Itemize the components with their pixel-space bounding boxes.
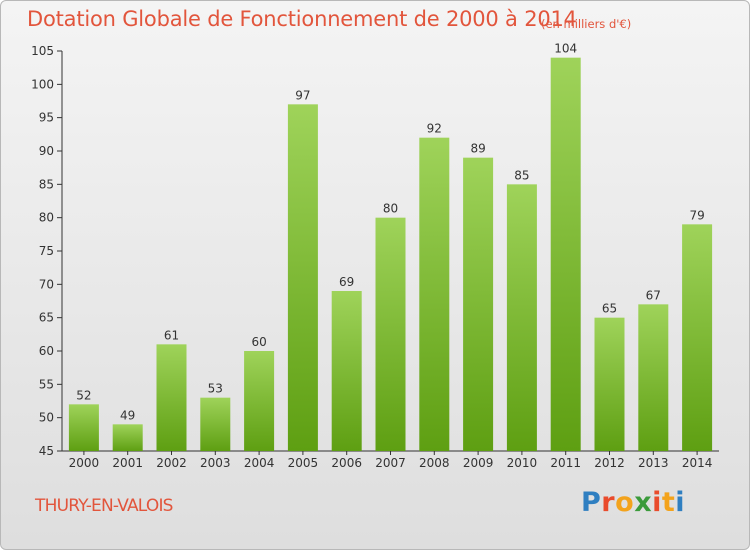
x-tick-label-2001: 2001 xyxy=(112,456,143,470)
x-tick-label-2004: 2004 xyxy=(244,456,275,470)
y-tick-label: 70 xyxy=(39,277,54,291)
x-tick-label-2012: 2012 xyxy=(594,456,625,470)
value-label-2011: 104 xyxy=(554,42,577,56)
x-tick-label-2007: 2007 xyxy=(375,456,406,470)
y-tick-label: 50 xyxy=(39,411,54,425)
logo-letter: o xyxy=(615,487,635,518)
value-label-2010: 85 xyxy=(514,168,529,182)
y-tick-label: 105 xyxy=(31,44,54,58)
x-tick-label-2009: 2009 xyxy=(463,456,494,470)
logo-letter: i xyxy=(675,487,686,518)
chart-subtitle: (en milliers d'€) xyxy=(541,17,632,31)
x-tick-label-2000: 2000 xyxy=(69,456,100,470)
logo-letter: x xyxy=(634,487,653,518)
commune-name: THURY-EN-VALOIS xyxy=(35,496,173,516)
x-tick-label-2002: 2002 xyxy=(156,456,187,470)
logo-letter: r xyxy=(601,487,616,518)
bar-2003 xyxy=(200,397,231,451)
bar-2005 xyxy=(287,104,318,451)
value-label-2000: 52 xyxy=(76,388,91,402)
bar-2006 xyxy=(331,291,362,451)
chart-title: Dotation Globale de Fonctionnement de 20… xyxy=(27,7,577,31)
x-tick-label-2005: 2005 xyxy=(288,456,319,470)
y-tick-label: 75 xyxy=(39,244,54,258)
y-tick-label: 100 xyxy=(31,77,54,91)
logo-letter: t xyxy=(661,487,676,518)
value-label-2007: 80 xyxy=(383,202,398,216)
x-tick-label-2011: 2011 xyxy=(550,456,581,470)
labels: 52 2000 49 2001 61 2002 53 2003 60 2004 97 2005 69 20… xyxy=(69,42,713,470)
bar-2011 xyxy=(550,57,581,452)
bar-2014 xyxy=(682,224,713,451)
x-tick-label-2006: 2006 xyxy=(331,456,362,470)
value-label-2002: 61 xyxy=(164,328,179,342)
x-tick-label-2003: 2003 xyxy=(200,456,231,470)
x-tick-label-2010: 2010 xyxy=(507,456,538,470)
bar-2008 xyxy=(419,137,450,451)
bar-2013 xyxy=(638,304,669,451)
y-tick-label: 95 xyxy=(39,111,54,125)
bar-2004 xyxy=(244,351,275,451)
y-tick-label: 60 xyxy=(39,344,54,358)
x-tick-label-2013: 2013 xyxy=(638,456,669,470)
value-label-2003: 53 xyxy=(208,382,223,396)
bar-2009 xyxy=(463,157,494,451)
value-label-2009: 89 xyxy=(470,142,485,156)
value-label-2004: 60 xyxy=(251,335,266,349)
bar-2010 xyxy=(506,184,537,452)
y-tick-label: 90 xyxy=(39,144,54,158)
y-tick-label: 45 xyxy=(39,444,54,458)
value-label-2006: 69 xyxy=(339,275,354,289)
bar-2007 xyxy=(375,217,406,451)
bar-2001 xyxy=(112,424,143,451)
bars xyxy=(68,57,713,452)
x-tick-label-2008: 2008 xyxy=(419,456,450,470)
proxiti-logo[interactable]: Proxiti xyxy=(581,487,685,518)
x-tick-label-2014: 2014 xyxy=(682,456,713,470)
value-label-2012: 65 xyxy=(602,302,617,316)
y-tick-label: 85 xyxy=(39,177,54,191)
value-label-2013: 67 xyxy=(646,288,661,302)
value-label-2008: 92 xyxy=(427,122,442,136)
y-tick-label: 80 xyxy=(39,211,54,225)
bar-2000 xyxy=(68,404,99,451)
axes: 45 50 55 60 65 70 75 80 85 90 95 100 105 xyxy=(31,44,719,458)
value-label-2014: 79 xyxy=(689,208,704,222)
logo-letter: P xyxy=(581,487,602,518)
y-tick-label: 65 xyxy=(39,311,54,325)
value-label-2001: 49 xyxy=(120,408,135,422)
bar-2002 xyxy=(156,344,187,451)
y-tick-label: 55 xyxy=(39,377,54,391)
logo-letter: i xyxy=(652,487,662,518)
bar-2012 xyxy=(594,317,625,451)
value-label-2005: 97 xyxy=(295,88,310,102)
